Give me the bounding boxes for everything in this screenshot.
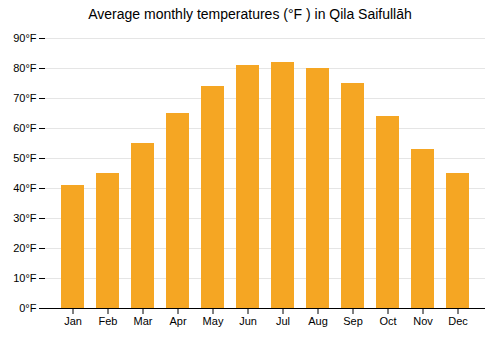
svg-text:30°F: 30°F — [13, 212, 37, 224]
svg-text:May: May — [203, 315, 224, 327]
svg-text:Aug: Aug — [308, 315, 328, 327]
svg-text:Apr: Apr — [169, 315, 186, 327]
svg-text:Oct: Oct — [379, 315, 396, 327]
svg-text:60°F: 60°F — [13, 122, 37, 134]
svg-text:10°F: 10°F — [13, 272, 37, 284]
svg-text:40°F: 40°F — [13, 182, 37, 194]
svg-text:20°F: 20°F — [13, 242, 37, 254]
svg-text:Sep: Sep — [343, 315, 363, 327]
svg-text:Dec: Dec — [448, 315, 468, 327]
html-text:Average monthly temperatures (: Average monthly temperatures (°F ) in Qi… — [88, 6, 412, 22]
svg-text:Jul: Jul — [276, 315, 290, 327]
svg-text:Jan: Jan — [64, 315, 82, 327]
svg-text:Feb: Feb — [99, 315, 118, 327]
svg-text:80°F: 80°F — [13, 62, 37, 74]
svg-text:Mar: Mar — [134, 315, 153, 327]
svg-text:Jun: Jun — [239, 315, 257, 327]
svg-text:50°F: 50°F — [13, 152, 37, 164]
svg-text:70°F: 70°F — [13, 92, 37, 104]
svg-text:90°F: 90°F — [13, 32, 37, 44]
svg-text:Nov: Nov — [413, 315, 433, 327]
svg-text:0°F: 0°F — [19, 302, 37, 314]
